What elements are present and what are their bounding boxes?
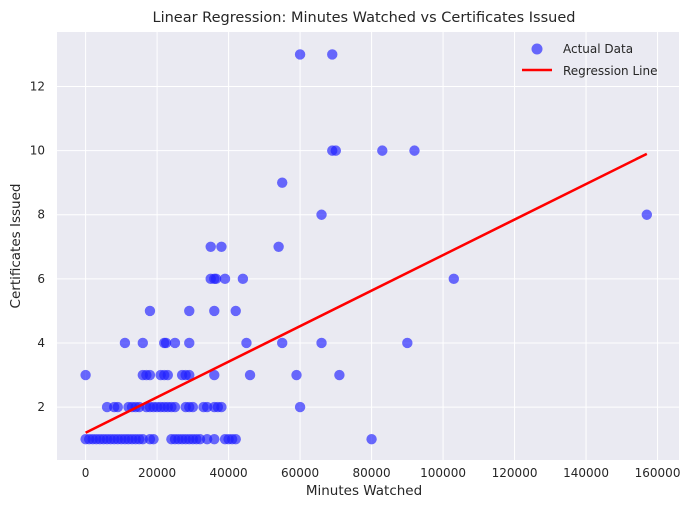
- data-point: [209, 305, 220, 317]
- data-point: [330, 145, 342, 156]
- data-point: [409, 145, 420, 156]
- data-point: [294, 49, 306, 60]
- y-tick-labels: 2 4 6 8 10 12: [30, 80, 45, 415]
- x-tick-label: 60000: [281, 466, 319, 480]
- data-point: [101, 401, 113, 413]
- data-point: [169, 401, 181, 413]
- x-tick-label: 100000: [420, 466, 466, 480]
- data-point: [641, 209, 653, 220]
- data-point: [201, 433, 213, 445]
- data-point: [216, 401, 227, 413]
- data-point: [137, 337, 148, 349]
- data-point: [216, 241, 227, 253]
- x-tick-labels: 0 20000 40000 60000 80000 100000 120000 140000 1…: [82, 466, 681, 480]
- data-point: [402, 337, 413, 349]
- data-point: [334, 369, 345, 381]
- data-point: [241, 337, 252, 349]
- chart-title: Linear Regression: Minutes Watched vs Ce…: [153, 10, 576, 26]
- data-point: [448, 273, 459, 285]
- data-points: [80, 49, 653, 445]
- y-tick-label: 12: [30, 80, 45, 94]
- data-point: [112, 401, 123, 413]
- x-tick-label: 0: [82, 466, 90, 480]
- legend-label-regression-line: Regression Line: [563, 64, 657, 78]
- data-point: [184, 305, 195, 317]
- legend: Actual Data Regression Line: [522, 42, 657, 78]
- x-axis-label: Minutes Watched: [306, 483, 422, 499]
- x-tick-label: 140000: [563, 466, 609, 480]
- x-tick-label: 20000: [138, 466, 176, 480]
- y-axis-label: Certificates Issued: [8, 184, 24, 309]
- data-point: [327, 49, 338, 60]
- data-point: [316, 209, 327, 220]
- regression-line-group: [85, 152, 648, 434]
- plot-area: [57, 32, 679, 460]
- data-point: [244, 369, 256, 381]
- data-point: [137, 433, 148, 445]
- y-tick-label: 6: [37, 272, 45, 286]
- data-point: [291, 369, 302, 381]
- legend-label-actual-data: Actual Data: [563, 42, 633, 56]
- data-point: [273, 241, 284, 253]
- data-point: [144, 369, 156, 381]
- data-point: [119, 337, 131, 349]
- data-point: [194, 433, 206, 445]
- data-point: [277, 177, 288, 188]
- data-point: [148, 433, 159, 445]
- legend-scatter-marker: [531, 43, 543, 55]
- regression-line: [85, 152, 648, 434]
- data-point: [277, 337, 288, 349]
- x-tick-label: 40000: [209, 466, 247, 480]
- data-point: [316, 337, 327, 349]
- data-point: [201, 401, 213, 413]
- y-tick-label: 4: [37, 336, 45, 350]
- data-point: [169, 337, 181, 349]
- grid-lines: [57, 32, 679, 460]
- y-tick-label: 2: [37, 400, 45, 414]
- x-tick-label: 160000: [635, 466, 681, 480]
- data-point: [209, 369, 220, 381]
- data-point: [237, 273, 249, 285]
- data-point: [230, 433, 241, 445]
- data-point: [366, 433, 377, 445]
- data-point: [184, 337, 195, 349]
- data-point: [230, 305, 241, 317]
- data-point: [210, 273, 222, 285]
- data-point: [294, 401, 306, 413]
- data-point: [162, 369, 174, 381]
- data-point: [219, 273, 231, 285]
- data-point: [205, 241, 216, 253]
- data-point: [377, 145, 388, 156]
- x-tick-label: 80000: [352, 466, 390, 480]
- data-point: [187, 401, 199, 413]
- y-tick-label: 8: [37, 208, 45, 222]
- y-tick-label: 10: [30, 144, 45, 158]
- data-point: [144, 305, 156, 317]
- data-point: [80, 369, 91, 381]
- data-point: [160, 337, 172, 349]
- data-point: [184, 369, 195, 381]
- data-point: [209, 433, 220, 445]
- x-tick-label: 120000: [492, 466, 538, 480]
